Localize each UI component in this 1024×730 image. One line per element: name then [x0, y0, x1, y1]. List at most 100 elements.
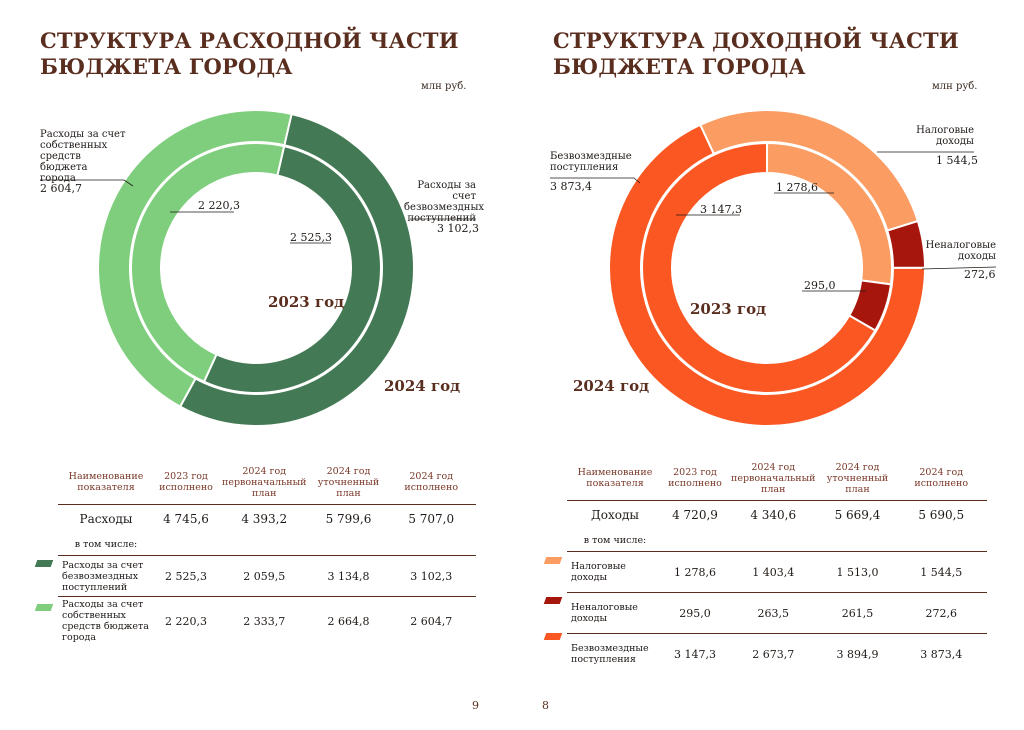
table-subheader: в том числе: — [58, 533, 476, 556]
cell: 3 134,8 — [310, 555, 387, 597]
value-free-inner: 3 147,3 — [700, 203, 742, 216]
value-tax-inner: 1 278,6 — [776, 181, 818, 194]
col-name: Наименование показателя — [567, 456, 663, 501]
table-row: Налоговые доходы 1 278,6 1 403,4 1 513,0… — [567, 551, 987, 593]
right-title: СТРУКТУРА ДОХОДНОЙ ЧАСТИ БЮДЖЕТА ГОРОДА — [553, 28, 959, 80]
col-2024-updated: 2024 год уточненный план — [819, 456, 896, 501]
cell: Неналоговые доходы — [567, 592, 663, 634]
table-row: Неналоговые доходы 295,0 263,5 261,5 272… — [567, 592, 987, 634]
page-number-left: 9 — [472, 699, 479, 712]
cell: 4 340,6 — [750, 508, 797, 522]
cell: 4 393,2 — [241, 512, 288, 526]
expense-table: Наименование показателя 2023 год исполне… — [58, 460, 476, 645]
value-own-inner: 2 220,3 — [198, 199, 240, 212]
cell: Расходы за счет безвозмездных поступлени… — [58, 555, 154, 597]
income-table: Наименование показателя 2023 год исполне… — [567, 456, 987, 674]
label-free-outer: Безвозмездные поступления — [550, 151, 632, 173]
cell: 1 403,4 — [727, 551, 820, 593]
cell: Доходы — [591, 508, 639, 522]
table-row: Расходы 4 745,6 4 393,2 5 799,6 5 707,0 — [58, 505, 476, 534]
expense-donut — [97, 109, 415, 427]
cell: в том числе: — [58, 533, 154, 556]
legend-swatch-own — [34, 604, 54, 611]
cell: 2 604,7 — [410, 614, 453, 628]
table-row: Расходы за счет безвозмездных поступлени… — [58, 555, 476, 597]
cell: 263,5 — [727, 592, 820, 634]
table-row: Расходы за счет собственных средств бюдж… — [58, 597, 476, 646]
cell: в том числе: — [567, 529, 663, 552]
value-grant-inner: 2 525,3 — [290, 231, 332, 244]
table-row: Безвозмездные поступления 3 147,3 2 673,… — [567, 634, 987, 675]
value-free-outer: 3 873,4 — [550, 180, 592, 193]
left-unit: млн руб. — [421, 81, 467, 92]
label-tax-outer: Налоговые доходы — [916, 125, 974, 147]
cell: 2 673,7 — [752, 647, 795, 661]
cell: 1 278,6 — [663, 551, 727, 593]
cell: 2 059,5 — [218, 555, 311, 597]
table-row: Доходы 4 720,9 4 340,6 5 669,4 5 690,5 — [567, 501, 987, 530]
cell: 295,0 — [663, 592, 727, 634]
cell: 2 333,7 — [243, 614, 286, 628]
col-2023: 2023 год исполнено — [154, 460, 218, 505]
cell: 4 745,6 — [163, 512, 209, 526]
cell: Налоговые доходы — [567, 551, 663, 593]
donut-slice-outer-nontax — [886, 219, 927, 269]
legend-swatch-tax — [543, 557, 563, 564]
col-2023: 2023 год исполнено — [663, 456, 727, 501]
cell: Расходы за счет собственных средств бюдж… — [62, 599, 149, 643]
income-donut — [608, 109, 927, 427]
cell: 1 544,5 — [895, 551, 987, 593]
cell: 3 102,3 — [386, 555, 476, 597]
cell: Расходы — [79, 512, 133, 526]
income-table-header: Наименование показателя 2023 год исполне… — [567, 456, 987, 501]
cell: 2 664,8 — [327, 614, 370, 628]
right-title-line1: СТРУКТУРА ДОХОДНОЙ ЧАСТИ — [553, 28, 959, 53]
cell: 5 669,4 — [834, 508, 881, 522]
right-year-inner: 2023 год — [690, 300, 767, 318]
right-title-line2: БЮДЖЕТА ГОРОДА — [553, 54, 806, 79]
leader-own-outer — [40, 179, 134, 187]
value-tax-outer: 1 544,5 — [936, 154, 978, 167]
cell: 5 799,6 — [325, 512, 372, 526]
table-subheader: в том числе: — [567, 529, 987, 552]
cell: 3 873,4 — [920, 647, 963, 661]
leader-free-outer — [550, 177, 641, 184]
left-year-outer: 2024 год — [384, 377, 461, 395]
cell: 1 513,0 — [819, 551, 896, 593]
legend-swatch-free — [543, 633, 563, 640]
value-own-outer: 2 604,7 — [40, 182, 82, 195]
col-name: Наименование показателя — [58, 460, 154, 505]
col-2024-plan: 2024 год первоначальный план — [218, 460, 311, 505]
value-grant-outer: 3 102,3 — [437, 222, 479, 235]
value-nontax-inner: 295,0 — [804, 279, 836, 292]
donut-slice-inner-own — [130, 142, 286, 384]
legend-swatch-nontax — [543, 597, 563, 604]
cell: 272,6 — [895, 592, 987, 634]
col-2024-done: 2024 год исполнено — [895, 456, 987, 501]
cell: 3 147,3 — [674, 647, 716, 661]
value-nontax-outer: 272,6 — [964, 268, 996, 281]
cell: Безвозмездные поступления — [571, 643, 649, 665]
right-unit: млн руб. — [932, 81, 978, 92]
cell: 4 720,9 — [672, 508, 718, 522]
page-number-right: 8 — [542, 699, 549, 712]
label-nontax-outer: Неналоговые доходы — [925, 240, 996, 262]
col-2024-updated: 2024 год уточненный план — [310, 460, 387, 505]
leader-lines — [40, 151, 997, 292]
label-grant-outer: Расходы за счет безвозмездных поступлени… — [404, 180, 485, 224]
right-year-outer: 2024 год — [573, 377, 650, 395]
cell: 5 707,0 — [408, 512, 455, 526]
left-title-line1: СТРУКТУРА РАСХОДНОЙ ЧАСТИ — [40, 28, 459, 53]
cell: 5 690,5 — [918, 508, 965, 522]
legend-swatch-grant — [34, 560, 54, 567]
cell: 2 220,3 — [165, 614, 207, 628]
cell: 2 525,3 — [154, 555, 218, 597]
cell: 3 894,9 — [836, 647, 879, 661]
left-title: СТРУКТУРА РАСХОДНОЙ ЧАСТИ БЮДЖЕТА ГОРОДА — [40, 28, 459, 80]
expense-table-header: Наименование показателя 2023 год исполне… — [58, 460, 476, 505]
cell: 261,5 — [819, 592, 896, 634]
col-2024-plan: 2024 год первоначальный план — [727, 456, 820, 501]
col-2024-done: 2024 год исполнено — [386, 460, 476, 505]
donut-slice-inner-free — [641, 141, 877, 394]
